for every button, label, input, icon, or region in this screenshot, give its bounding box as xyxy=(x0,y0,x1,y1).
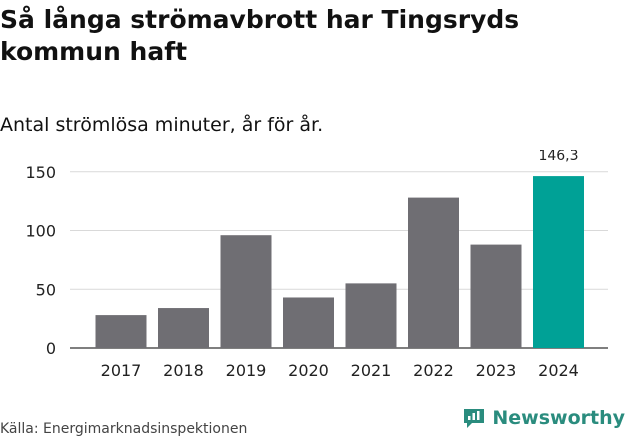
bar-2022 xyxy=(408,197,459,348)
x-tick-label: 2023 xyxy=(476,361,517,380)
bar-2020 xyxy=(283,297,334,348)
data-label: 146,3 xyxy=(538,150,578,164)
newsworthy-logo-icon xyxy=(464,409,485,428)
x-tick-label: 2024 xyxy=(538,361,579,380)
x-tick-label: 2022 xyxy=(413,361,454,380)
bar-2018 xyxy=(158,308,209,348)
source-note: Källa: Energimarknadsinspektionen xyxy=(0,421,248,437)
labels: 0 50 100 150 2017 2018 2019 2020 2021 2022 2023 202… xyxy=(25,150,578,380)
chart-subtitle: Antal strömlösa minuter, år för år. xyxy=(0,114,324,136)
x-tick-label: 2019 xyxy=(226,361,267,380)
bar-2024 xyxy=(533,176,584,348)
bar-2021 xyxy=(345,283,397,348)
x-tick-label: 2020 xyxy=(288,361,329,380)
y-tick-label: 100 xyxy=(25,222,56,241)
bar-2023 xyxy=(470,244,522,348)
chart-title: Så långa strömavbrott har Tingsryds komm… xyxy=(0,5,520,66)
x-tick-label: 2021 xyxy=(351,361,392,380)
x-tick-label: 2017 xyxy=(101,361,142,380)
brand-logo: Newsworthy xyxy=(462,406,625,430)
y-tick-label: 0 xyxy=(46,339,56,358)
brand-name: Newsworthy xyxy=(492,407,625,429)
bar-chart: 0 50 100 150 2017 2018 2019 2020 2021 2022 2023 202… xyxy=(25,150,608,380)
x-tick-label: 2018 xyxy=(163,361,204,380)
bar-2019 xyxy=(220,235,272,348)
y-tick-label: 150 xyxy=(25,163,56,182)
y-tick-label: 50 xyxy=(36,280,56,299)
gridlines xyxy=(70,171,608,349)
bars xyxy=(95,176,584,348)
bar-2017 xyxy=(95,315,147,348)
